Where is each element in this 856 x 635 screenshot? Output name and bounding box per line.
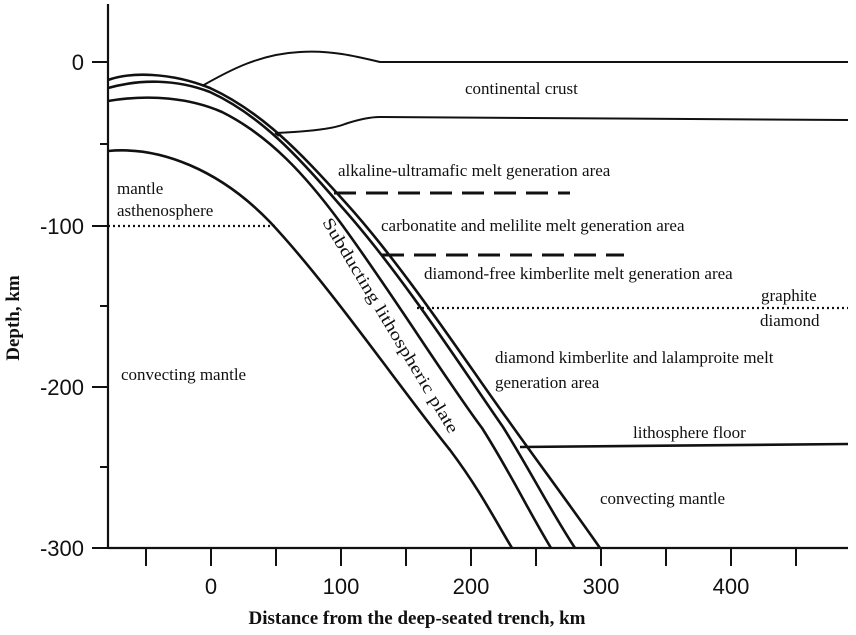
y-axis-title: Depth, km [3,275,24,361]
label-convecting-mantle-left: convecting mantle [121,365,246,384]
y-tick-label-200: -200 [40,375,84,400]
label-graphite: graphite [761,286,817,305]
y-tick-label-300: -300 [40,536,84,561]
x-ticks [145,548,797,566]
label-diamond-free: diamond-free kimberlite melt generation … [424,264,733,283]
x-tick-label-100: 100 [323,574,360,599]
label-alkaline-ultramafic: alkaline-ultramafic melt generation area [338,161,611,180]
crust-bottom-tick [274,132,280,137]
y-tick-label-0: 0 [72,50,84,75]
label-diamond-kimberlite-line2: generation area [495,373,600,392]
x-axis-title: Distance from the deep-seated trench, km [248,608,585,629]
label-diamond: diamond [760,311,820,330]
lithosphere-floor-line [519,442,849,449]
y-tick-label-100: -100 [40,214,84,239]
label-mantle: mantle [117,179,163,198]
x-tick-label-200: 200 [453,574,490,599]
x-tick-label-400: 400 [713,574,750,599]
label-asthenosphere: asthenosphere [117,201,213,220]
label-continental-crust: continental crust [465,79,578,98]
plate-lower-surface [107,149,514,549]
label-lithosphere-floor: lithosphere floor [633,423,746,442]
label-diamond-kimberlite-line1: diamond kimberlite and lalamproite melt [495,348,774,367]
x-tick-label-0: 0 [205,574,217,599]
y-ticks [92,61,108,549]
label-carbonatite: carbonatite and melilite melt generation… [381,216,685,235]
plate-upper-surface [107,73,602,549]
plate-mantle-line [107,96,553,549]
label-convecting-mantle-right: convecting mantle [600,489,725,508]
plate-crust-base [107,80,577,549]
crust-top-boundary [201,50,848,87]
x-tick-label-300: 300 [583,574,620,599]
crust-bottom-boundary [274,115,849,134]
